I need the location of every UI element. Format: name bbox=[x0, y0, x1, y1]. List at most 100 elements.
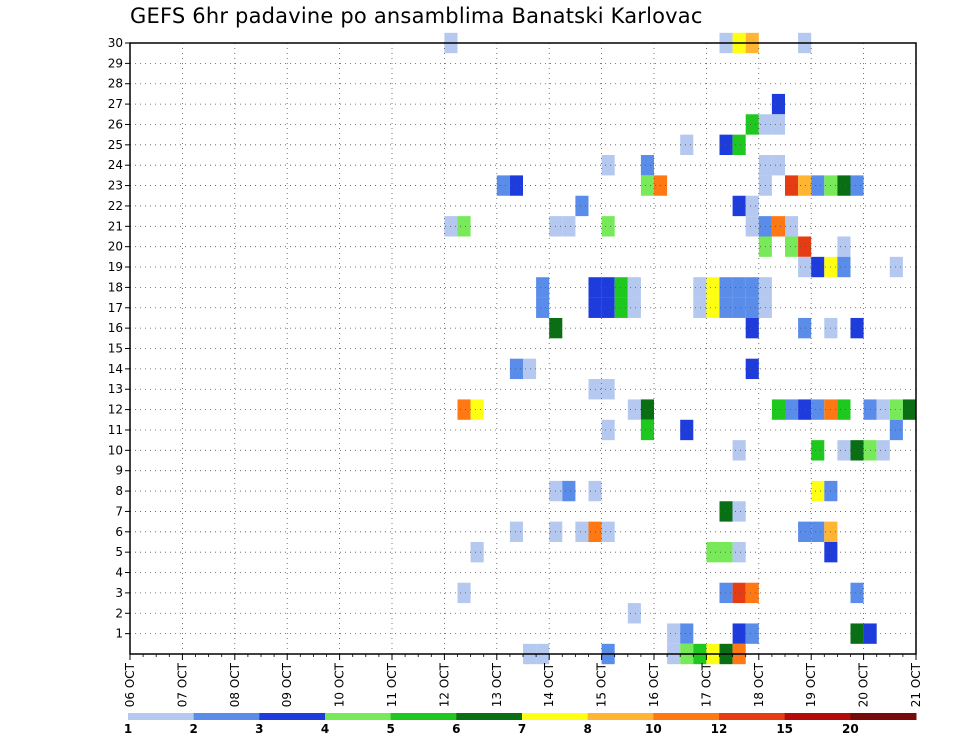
heatmap-cell bbox=[771, 216, 785, 237]
heatmap-cell bbox=[601, 277, 615, 298]
heatmap-cell bbox=[627, 277, 641, 298]
colorbar-label: 3 bbox=[255, 722, 263, 736]
heatmap-cell bbox=[811, 440, 825, 461]
heatmap-cell bbox=[640, 175, 654, 196]
colorbar-label: 20 bbox=[842, 722, 859, 736]
heatmap-cell bbox=[798, 521, 812, 542]
heatmap-cell bbox=[614, 297, 628, 318]
heatmap-cell bbox=[601, 379, 615, 400]
heatmap-cell bbox=[601, 297, 615, 318]
heatmap-cell bbox=[850, 317, 864, 339]
y-tick-label: 21 bbox=[108, 219, 123, 233]
y-tick-label: 29 bbox=[108, 56, 123, 70]
colorbar-label: 2 bbox=[189, 722, 197, 736]
heatmap-cell bbox=[850, 175, 864, 196]
y-axis: 1234567891011121314151617181920212223242… bbox=[108, 36, 130, 641]
heatmap-cell bbox=[876, 440, 890, 461]
heatmap-cell bbox=[640, 419, 654, 441]
y-tick-label: 1 bbox=[115, 627, 123, 641]
colorbar-segment bbox=[456, 713, 523, 720]
heatmap-cell bbox=[562, 480, 576, 502]
heatmap-cell bbox=[745, 216, 759, 237]
x-tick-label: 07 OCT bbox=[175, 662, 189, 707]
colorbar-label: 6 bbox=[452, 722, 460, 736]
x-tick-label: 19 OCT bbox=[804, 662, 818, 707]
heatmap-cell bbox=[798, 256, 812, 278]
x-tick-label: 18 OCT bbox=[752, 662, 766, 707]
heatmap-cell bbox=[470, 399, 484, 420]
heatmap-cell bbox=[732, 195, 746, 217]
colorbar-segment bbox=[587, 713, 654, 720]
y-tick-label: 2 bbox=[115, 606, 123, 620]
y-tick-label: 11 bbox=[108, 423, 123, 437]
heatmap-cell bbox=[902, 399, 916, 420]
heatmap-cell bbox=[745, 623, 759, 644]
y-tick-label: 8 bbox=[115, 484, 123, 498]
colorbar-label: 4 bbox=[321, 722, 329, 736]
y-tick-label: 5 bbox=[115, 545, 123, 559]
heatmap-cell bbox=[732, 277, 746, 298]
x-tick-label: 14 OCT bbox=[542, 662, 556, 707]
heatmap-cell bbox=[457, 216, 471, 237]
colorbar-segment bbox=[653, 713, 720, 720]
heatmap-cell bbox=[811, 480, 825, 502]
y-tick-label: 3 bbox=[115, 586, 123, 600]
heatmap-cell bbox=[719, 134, 733, 156]
heatmap-cell bbox=[601, 155, 615, 176]
y-tick-label: 4 bbox=[115, 566, 123, 580]
x-tick-label: 13 OCT bbox=[490, 662, 504, 707]
y-tick-label: 10 bbox=[108, 443, 123, 457]
heatmap-cell bbox=[785, 399, 799, 420]
y-tick-label: 9 bbox=[115, 464, 123, 478]
heatmap-cell bbox=[627, 399, 641, 420]
heatmap-cell bbox=[889, 399, 903, 420]
heatmap-cell bbox=[745, 582, 759, 604]
colorbar-segment bbox=[128, 713, 195, 720]
x-tick-label: 10 OCT bbox=[333, 662, 347, 707]
colorbar-segment bbox=[390, 713, 457, 720]
heatmap-cell bbox=[837, 236, 851, 257]
y-tick-label: 25 bbox=[108, 138, 123, 152]
heatmap-cell bbox=[745, 358, 759, 380]
colorbar-label: 5 bbox=[386, 722, 394, 736]
heatmap-cell bbox=[732, 623, 746, 644]
heatmap-cell bbox=[798, 317, 812, 339]
x-tick-label: 11 OCT bbox=[385, 662, 399, 707]
heatmap-cell bbox=[745, 317, 759, 339]
heatmap-cell bbox=[732, 440, 746, 461]
y-tick-label: 16 bbox=[108, 321, 123, 335]
heatmap-cell bbox=[457, 582, 471, 604]
heatmap-cell bbox=[811, 256, 825, 278]
y-tick-label: 6 bbox=[115, 525, 123, 539]
heatmap-cell bbox=[562, 216, 576, 237]
heatmap-cell bbox=[470, 541, 484, 563]
x-tick-label: 15 OCT bbox=[595, 662, 609, 707]
y-tick-label: 19 bbox=[108, 260, 123, 274]
y-tick-label: 14 bbox=[108, 362, 123, 376]
heatmap-cell bbox=[719, 541, 733, 563]
heatmap-cell bbox=[771, 155, 785, 176]
heatmap-cell bbox=[667, 623, 681, 644]
chart-title: GEFS 6hr padavine po ansamblima Banatski… bbox=[130, 4, 703, 28]
heatmap-cell bbox=[693, 277, 707, 298]
heatmap-cell bbox=[837, 256, 851, 278]
heatmap-cell bbox=[889, 419, 903, 441]
heatmap-cell bbox=[680, 623, 694, 644]
heatmap-cell bbox=[837, 399, 851, 420]
heatmap-cell bbox=[732, 541, 746, 563]
heatmap-cell bbox=[798, 175, 812, 196]
heatmap-cell bbox=[680, 134, 694, 156]
x-tick-label: 21 OCT bbox=[909, 662, 923, 707]
y-tick-label: 24 bbox=[108, 158, 123, 172]
y-tick-label: 22 bbox=[108, 199, 123, 213]
y-tick-label: 23 bbox=[108, 179, 123, 193]
heatmap-cell bbox=[719, 501, 733, 522]
colorbar-segment bbox=[193, 713, 260, 720]
y-tick-label: 13 bbox=[108, 382, 123, 396]
heatmap-cell bbox=[785, 175, 799, 196]
y-tick-label: 27 bbox=[108, 97, 123, 111]
heatmap-cell bbox=[850, 582, 864, 604]
heatmap-cell bbox=[719, 582, 733, 604]
heatmap-cell bbox=[627, 603, 641, 624]
